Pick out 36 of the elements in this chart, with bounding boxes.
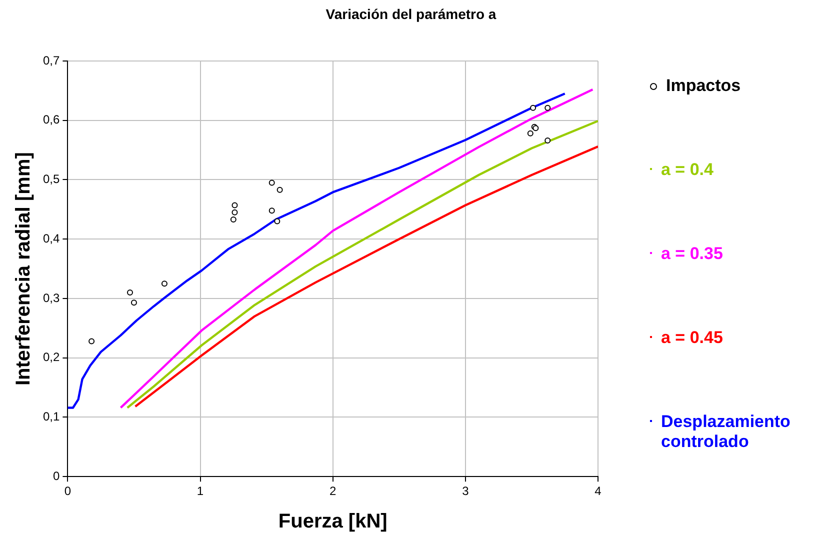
y-tick-label: 0 <box>52 468 60 483</box>
legend-label: a = 0.4 <box>661 160 714 180</box>
point <box>126 290 133 296</box>
y-axis-title: Interferencia radial [mm] <box>12 152 35 386</box>
y-tick-label: 0,7 <box>42 53 60 68</box>
point <box>544 138 551 144</box>
point <box>130 300 137 306</box>
legend-label: a = 0.45 <box>661 328 724 348</box>
point <box>527 130 534 136</box>
point <box>268 180 275 186</box>
y-tick-label: 0,6 <box>42 112 60 127</box>
y-tick-label: 0,4 <box>42 231 60 246</box>
point <box>232 202 238 208</box>
legend-label: Impactos <box>666 76 742 96</box>
legend-label: a = 0.35 <box>661 244 724 264</box>
point <box>232 209 238 216</box>
point <box>230 216 236 223</box>
point <box>530 104 536 111</box>
x-tick-label: 4 <box>594 484 602 498</box>
x-axis-title: Fuerza [kN] <box>278 510 388 533</box>
y-tick-label: 0,3 <box>42 290 60 305</box>
y-tick-label: 0,2 <box>42 350 60 364</box>
point <box>276 186 283 193</box>
point <box>268 208 275 214</box>
point <box>88 338 95 344</box>
point <box>274 218 280 224</box>
point <box>544 104 551 111</box>
x-tick-label: 3 <box>462 484 470 498</box>
x-tick-label: 1 <box>196 484 204 498</box>
chart-title: Variación del parámetro a <box>324 6 498 22</box>
y-tick-label: 0,1 <box>42 410 60 424</box>
y-tick-label: 0,5 <box>42 172 60 186</box>
x-tick-label: 0 <box>64 484 72 498</box>
point <box>161 280 168 287</box>
legend-label: Desplazamiento controlado <box>661 412 792 452</box>
x-tick-label: 2 <box>329 484 336 498</box>
